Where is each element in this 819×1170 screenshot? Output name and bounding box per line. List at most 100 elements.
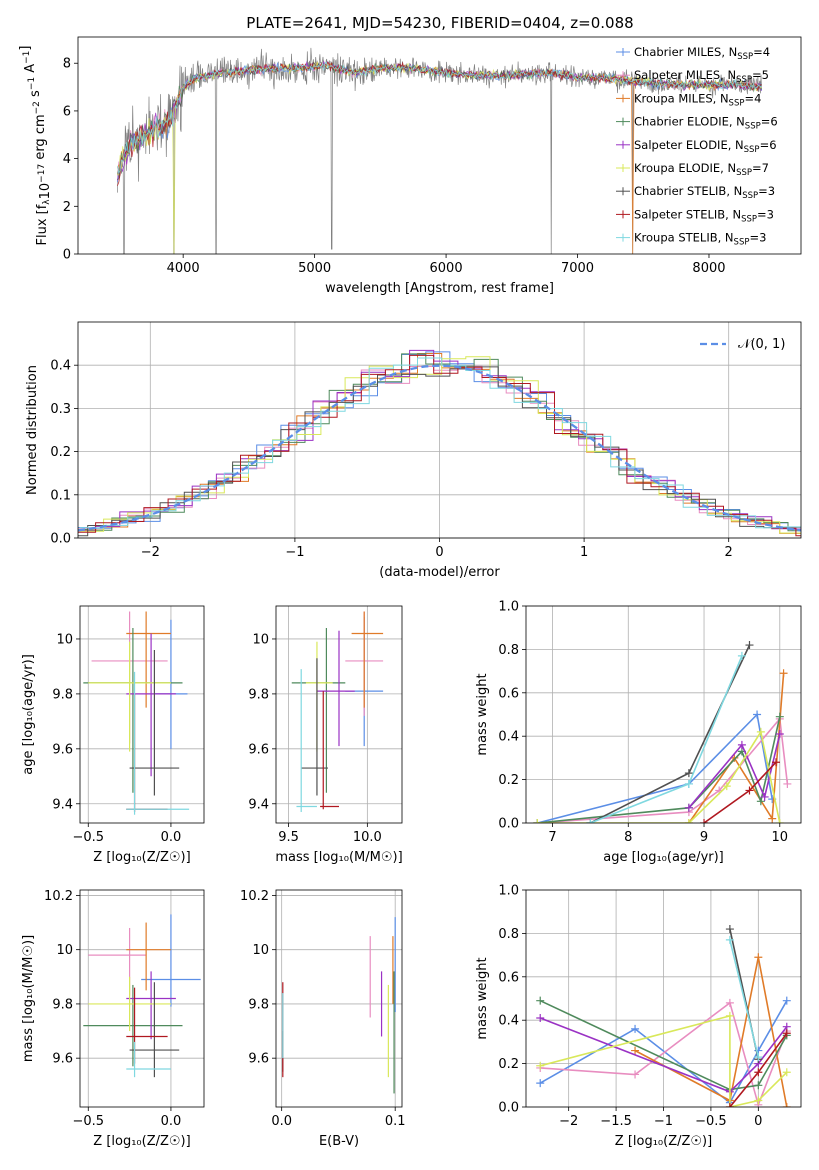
weight-series-line [539, 1014, 788, 1107]
weight-point-marker [782, 1029, 791, 1038]
legend-label: Kroupa STELIB, NSSP=3 [634, 231, 766, 248]
weight-point-marker [756, 797, 765, 806]
plot-area-weight-vs-Z [536, 925, 791, 1107]
model-spectrum-line [117, 62, 762, 174]
x-axis-label: age [log₁₀(age/yr)] [603, 850, 724, 865]
y-tick-label: 9.8 [248, 687, 269, 702]
weight-series-line [539, 1017, 788, 1093]
legend-label-suffix: =4 [753, 45, 770, 59]
y-tick-label: 9.8 [248, 997, 269, 1012]
weight-point-marker [536, 1014, 545, 1023]
axes-frame [77, 321, 802, 539]
x-axis-label: Z [log₁₀(Z/Z☉)] [615, 1134, 712, 1149]
plot-area-mass-vs-ebv [282, 917, 396, 1094]
weight-point-marker [745, 786, 754, 795]
weight-point-marker [775, 712, 784, 721]
y-tick-label: 2 [63, 200, 71, 215]
histogram-step-line [79, 357, 801, 529]
weight-point-marker [722, 782, 731, 791]
weight-point-marker [725, 1011, 734, 1020]
weight-point-marker [754, 1053, 763, 1062]
y-axis-label-part: −17 [37, 164, 47, 183]
legend-label-suffix: =7 [752, 161, 769, 175]
panel-residual-hist: −2 −1 0 1 2 0.0 0.1 0.2 0.3 0.4 (data-model)/error… [25, 321, 802, 580]
x-tick-label: −2 [559, 1114, 578, 1129]
weight-point-marker [536, 996, 545, 1005]
y-axis-label-part: ] [18, 46, 33, 51]
y-tick-label: 10 [252, 943, 269, 958]
y-axis-label: mass [log₁₀(M/M☉)] [21, 935, 36, 1062]
legend-label-text: Salpeter MILES, N [634, 68, 736, 82]
plot-area-mass-vs-Z [83, 914, 201, 1078]
y-axis-label: Normed distribution [25, 365, 40, 495]
weight-point-marker [782, 1068, 791, 1077]
weight-series-line [537, 729, 781, 823]
y-tick-label: 6 [63, 104, 71, 119]
weight-point-marker [754, 1068, 763, 1077]
y-axis-label-part: 10 [38, 183, 53, 200]
x-tick-label: 4000 [167, 261, 200, 276]
legend-label-text: Kroupa ELODIE, N [634, 161, 736, 175]
x-tick-label: 0.0 [271, 1114, 292, 1129]
y-tick-label: 1.0 [498, 884, 519, 899]
weight-point-marker [725, 925, 734, 934]
legend-label-suffix: =3 [749, 231, 766, 245]
plot-area-age-vs-Z [83, 611, 190, 815]
weight-point-marker [756, 727, 765, 736]
y-tick-label: 9.4 [52, 797, 73, 812]
x-tick-label: 8 [624, 830, 632, 845]
weight-point-marker [753, 710, 762, 719]
weight-point-marker [754, 1096, 763, 1105]
legend-label-sub: SSP [734, 238, 750, 248]
legend-label: Salpeter MILES, NSSP=5 [634, 68, 769, 85]
x-tick-label: 9 [700, 830, 708, 845]
y-tick-label: 9.6 [52, 742, 73, 757]
x-tick-label: −2 [141, 545, 160, 560]
plot-area-age-vs-mass [291, 611, 384, 813]
weight-point-marker [631, 1070, 640, 1079]
legend-label: Chabrier ELODIE, NSSP=6 [634, 115, 778, 132]
y-axis-label-part: −1 [22, 51, 32, 64]
weight-point-marker [782, 996, 791, 1005]
y-axis-label: mass weight [475, 957, 490, 1039]
legend-label-text: Salpeter STELIB, N [634, 207, 741, 221]
y-tick-label: 0.0 [498, 817, 519, 832]
legend-label: Chabrier MILES, NSSP=4 [634, 45, 770, 62]
y-tick-label: 4 [63, 152, 71, 167]
x-tick-label: 2 [725, 545, 733, 560]
plots-layer: 4000 5000 6000 7000 8000 0 2 4 6 8 wavelength [Ang… [18, 36, 802, 1149]
histogram-step-line [78, 366, 801, 537]
weight-point-marker [684, 769, 693, 778]
legend-label: 𝒩(0, 1) [738, 337, 785, 352]
weight-point-marker [754, 1081, 763, 1090]
legend-label-sub: SSP [736, 75, 752, 85]
panel-mass-vs-Z: −0.5 0.0 9.6 9.8 10 10.2 Z [log₁₀(Z/Z☉)] mass [… [21, 889, 205, 1149]
y-tick-label: 0.3 [50, 402, 71, 417]
weight-point-marker [684, 779, 693, 788]
weight-point-marker [779, 669, 788, 678]
x-tick-label: 10.0 [353, 830, 382, 845]
x-tick-label: −0.5 [72, 830, 104, 845]
x-axis-label: Z [log₁₀(Z/Z☉)] [93, 850, 190, 865]
legend-label-sub: SSP [729, 98, 745, 108]
weight-series-line [688, 673, 785, 823]
weight-series-line [590, 644, 751, 823]
axes-frame [79, 889, 205, 1108]
weight-series-line [634, 957, 788, 1107]
x-tick-label: −1 [654, 1114, 673, 1129]
weight-series-line [590, 655, 743, 823]
legend-label-sub: SSP [741, 214, 757, 224]
y-tick-label: 8 [63, 57, 71, 72]
panel-spectrum: 4000 5000 6000 7000 8000 0 2 4 6 8 wavelength [Ang… [18, 36, 802, 296]
legend-label: Salpeter STELIB, NSSP=3 [634, 207, 774, 224]
legend-label: Salpeter ELODIE, NSSP=6 [634, 138, 777, 155]
y-tick-label: 10.2 [44, 889, 73, 904]
legend-label-text: Chabrier STELIB, N [634, 184, 742, 198]
weight-point-marker [631, 1024, 640, 1033]
x-tick-label: 0 [435, 545, 443, 560]
axes-frame [79, 605, 205, 824]
legend-label: Kroupa MILES, NSSP=4 [634, 91, 761, 108]
legend-label-suffix: =6 [760, 138, 777, 152]
x-tick-label: 7000 [561, 261, 594, 276]
legend-label-text: Kroupa MILES, N [634, 91, 729, 105]
